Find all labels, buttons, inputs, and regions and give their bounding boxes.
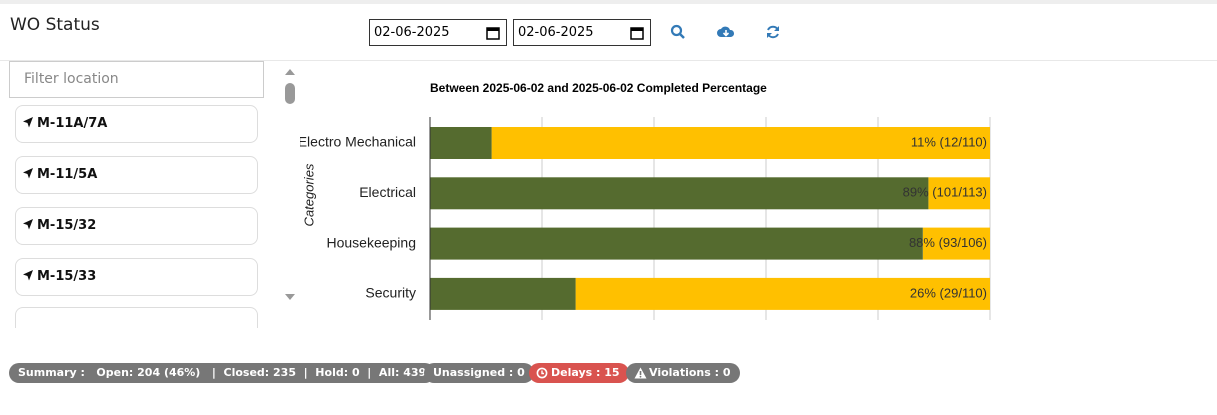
y-tick-label: Security [365,285,416,301]
card-partial [15,307,258,328]
bar-rest [575,277,990,310]
bar-rest [491,127,990,159]
chart: Between 2025-06-02 and 2025-06-02 Comple… [300,81,991,320]
location-card[interactable]: M-15/32 [15,207,258,245]
summary-badge: Summary : Open: 204 (46%) | Closed: 235 … [9,363,436,383]
y-tick-label: Housekeeping [326,234,416,250]
value-label: 26% (29/110) [910,285,987,300]
location-name: M-15/33 [37,269,97,284]
bar-rest [922,227,990,260]
location-name: M-11A/7A [37,116,108,131]
delays-badge[interactable]: Delays : 15 [529,363,629,383]
location-icon [23,117,33,128]
location-icon [23,168,33,179]
bar [430,227,923,260]
delays-text: Delays : 15 [551,366,620,379]
location-icon [23,270,33,281]
date-text: 02-06-2025 [518,25,594,40]
refresh-icon[interactable] [765,24,781,40]
page-title: WO Status [10,15,100,35]
search-icon[interactable] [670,24,686,40]
clock-icon [536,367,548,379]
chart-title: Between 2025-06-02 and 2025-06-02 Comple… [430,81,767,95]
location-name: M-15/32 [37,218,97,233]
date-text: 02-06-2025 [374,25,450,40]
location-card[interactable]: M-11A/7A [15,105,258,143]
unassigned-badge[interactable]: Unassigned : 0 [424,363,534,383]
location-card[interactable]: M-15/33 [15,258,258,296]
violations-text: Violations : 0 [649,366,731,379]
bar [430,277,576,310]
calendar-icon [486,27,500,40]
bar-rest [928,177,990,210]
location-card[interactable]: M-11/5A [15,156,258,194]
value-label: 89% (101/113) [903,185,987,200]
scrollbar[interactable] [282,65,298,305]
value-label: 88% (93/106) [909,235,987,250]
y-tick-label: Electro Mechanical [300,134,416,150]
y-axis-title: Categories [301,163,316,226]
filter-input[interactable]: Filter location [9,61,264,98]
bar [430,177,929,210]
y-tick-label: Electrical [359,184,416,200]
download-icon[interactable] [717,24,735,40]
location-icon [23,219,33,230]
date-to[interactable]: 02-06-2025 [513,19,651,46]
value-label: 11% (12/110) [911,134,987,149]
calendar-icon [630,27,644,40]
violations-badge[interactable]: Violations : 0 [626,363,740,383]
top-bar [0,0,1217,4]
warning-icon [634,367,647,379]
divider [0,60,1217,61]
location-name: M-11/5A [37,167,98,182]
bar [430,127,492,159]
date-from[interactable]: 02-06-2025 [369,19,507,46]
